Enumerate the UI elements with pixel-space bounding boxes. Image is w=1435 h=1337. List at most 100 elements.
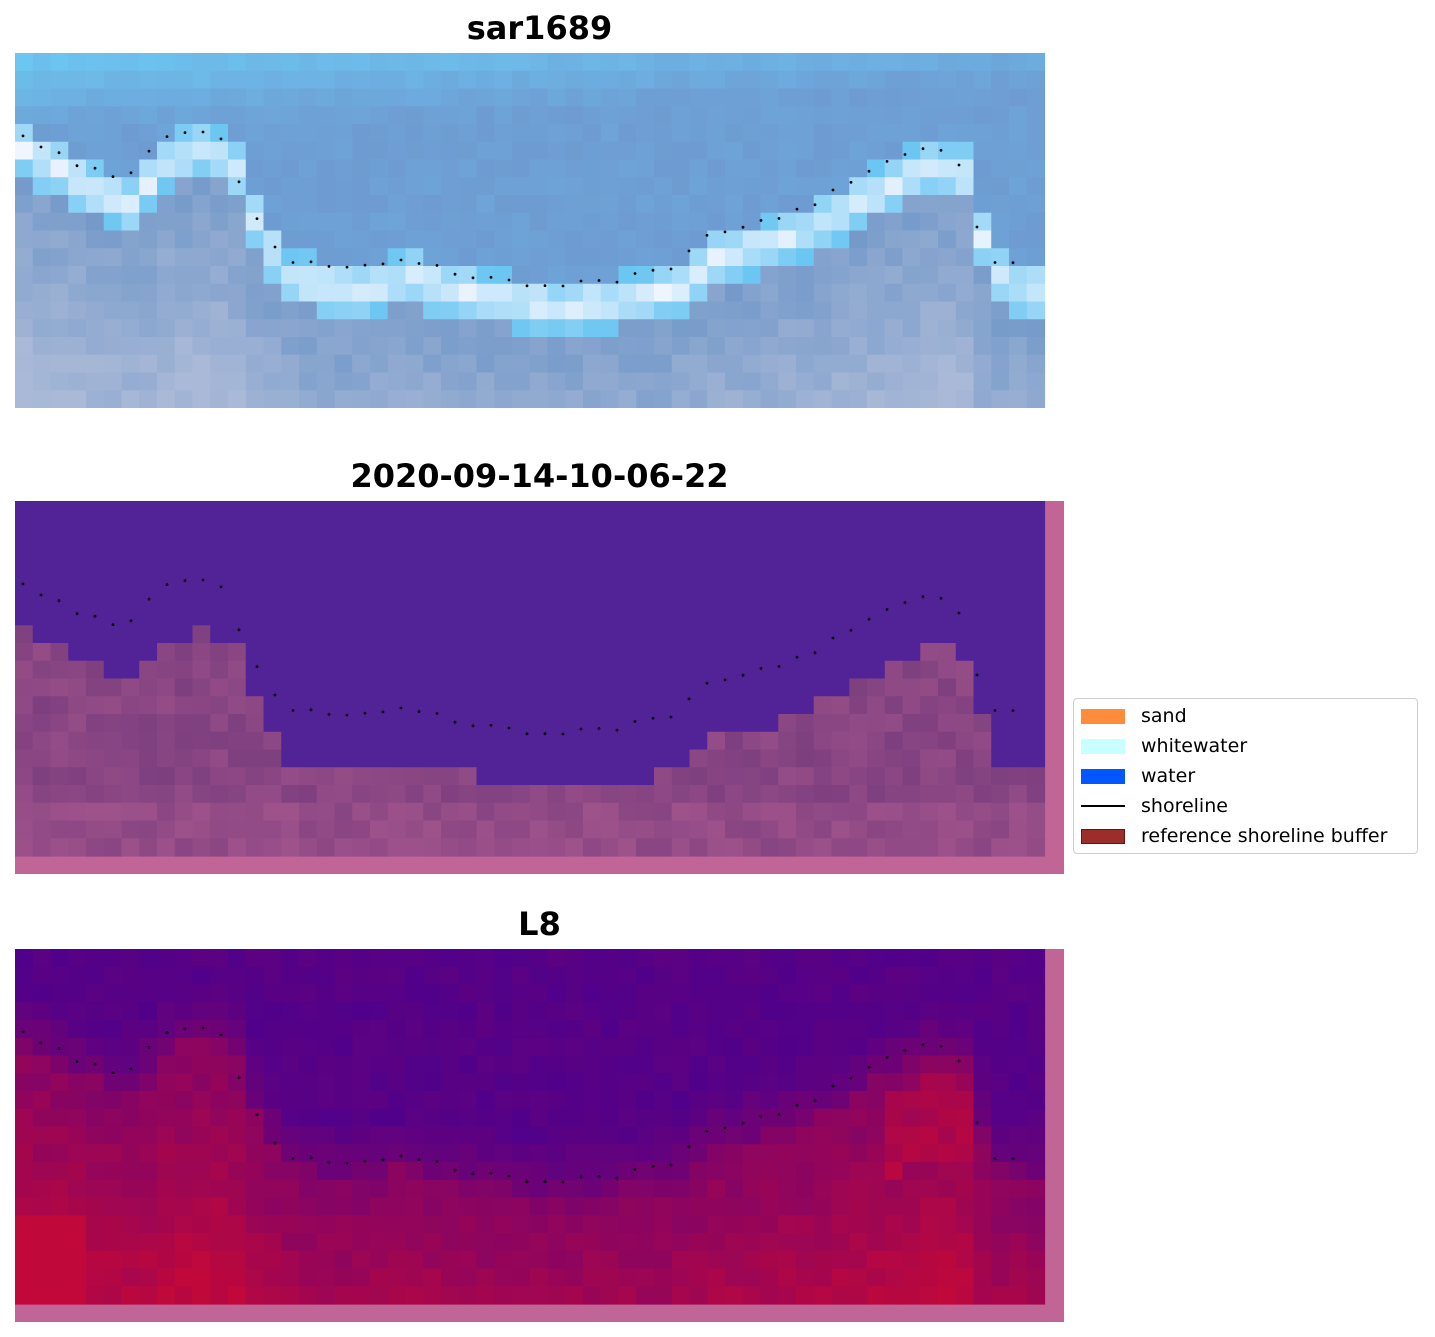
shoreline-dot <box>939 596 943 600</box>
class-pixel <box>103 554 123 573</box>
class-pixel <box>547 749 566 768</box>
shoreline-dot <box>741 673 745 677</box>
class-pixel <box>334 696 353 715</box>
index-pixel <box>512 949 531 968</box>
class-pixel <box>387 749 407 768</box>
rgb-pixel <box>139 230 158 249</box>
rgb-pixel <box>920 124 939 143</box>
class-pixel <box>671 572 691 591</box>
index-pixel <box>955 1162 975 1181</box>
index-pixel <box>529 1197 549 1216</box>
rgb-pixel <box>352 390 371 408</box>
index-pixel <box>902 1037 921 1057</box>
index-pixel <box>458 1126 478 1145</box>
rgb-pixel <box>565 212 584 232</box>
rgb-pixel <box>973 319 992 338</box>
rgb-pixel <box>991 141 1010 161</box>
index-pixel <box>831 1126 850 1145</box>
index-pixel <box>547 1055 566 1074</box>
class-pixel <box>920 501 939 520</box>
rgb-pixel <box>547 141 566 161</box>
rgb-pixel <box>920 283 939 303</box>
class-pixel <box>192 589 211 609</box>
rgb-pixel <box>494 106 513 125</box>
class-pixel <box>565 785 584 804</box>
class-pixel <box>68 660 87 680</box>
rgb-pixel <box>228 301 247 320</box>
class-pixel <box>281 643 300 662</box>
index-pixel <box>849 1108 868 1128</box>
class-pixel <box>547 643 566 662</box>
rgb-pixel <box>654 230 673 249</box>
class-pixel <box>583 838 602 857</box>
class-pixel <box>174 643 194 662</box>
class-pixel <box>636 838 655 857</box>
class-pixel <box>760 696 779 715</box>
index-pixel <box>725 1144 744 1163</box>
rgb-pixel <box>228 266 247 285</box>
index-pixel <box>139 984 158 1003</box>
class-pixel <box>725 785 744 804</box>
class-pixel <box>742 714 762 733</box>
index-pixel <box>458 1197 478 1216</box>
shoreline-dot <box>453 272 457 276</box>
index-pixel <box>884 1162 904 1181</box>
class-pixel <box>760 820 779 839</box>
rgb-pixel <box>299 248 318 267</box>
class-pixel <box>210 731 229 751</box>
index-pixel <box>157 984 176 1003</box>
index-pixel <box>600 1215 620 1234</box>
index-pixel <box>707 966 726 986</box>
rgb-pixel <box>210 124 229 143</box>
index-pixel <box>68 1286 87 1305</box>
class-pixel <box>760 731 779 751</box>
shoreline-dot <box>471 1172 475 1176</box>
class-pixel <box>68 518 87 538</box>
class-pixel <box>813 678 833 697</box>
index-pixel <box>796 1179 815 1199</box>
class-pixel <box>476 536 495 555</box>
rgb-pixel <box>689 106 708 125</box>
index-pixel <box>228 1250 247 1270</box>
class-pixel <box>15 696 34 715</box>
index-pixel <box>849 1020 868 1039</box>
rgb-pixel <box>228 124 247 143</box>
index-pixel <box>725 1197 744 1216</box>
class-pixel <box>192 536 211 555</box>
class-pixel <box>920 678 939 697</box>
index-pixel <box>583 984 602 1003</box>
index-pixel <box>654 984 673 1003</box>
index-pixel <box>1026 966 1046 986</box>
rgb-pixel <box>654 283 673 303</box>
class-pixel <box>813 660 833 680</box>
class-pixel <box>157 554 176 573</box>
index-pixel <box>813 1162 833 1181</box>
index-pixel <box>618 966 637 986</box>
class-pixel <box>370 572 389 591</box>
class-pixel <box>600 731 620 751</box>
index-pixel <box>281 1073 300 1092</box>
index-pixel <box>157 1108 176 1128</box>
class-pixel <box>334 749 353 768</box>
shoreline-dot <box>885 160 889 163</box>
class-pixel <box>316 625 336 644</box>
index-pixel <box>707 1073 726 1092</box>
rgb-pixel <box>334 248 353 267</box>
class-pixel <box>245 518 265 538</box>
class-pixel <box>778 785 797 804</box>
class-pixel <box>547 802 566 822</box>
index-pixel <box>636 1197 655 1216</box>
index-pixel <box>32 1215 52 1234</box>
index-pixel <box>973 1020 992 1039</box>
rgb-pixel <box>618 283 637 303</box>
index-pixel <box>68 1144 87 1163</box>
rgb-pixel <box>210 141 229 161</box>
class-pixel <box>671 749 691 768</box>
rgb-pixel <box>494 390 513 408</box>
index-pixel <box>370 1197 389 1216</box>
index-pixel <box>849 1073 868 1092</box>
class-pixel <box>920 696 939 715</box>
rgb-pixel <box>1009 70 1028 90</box>
rgb-pixel <box>849 141 868 161</box>
index-pixel <box>707 1162 726 1181</box>
